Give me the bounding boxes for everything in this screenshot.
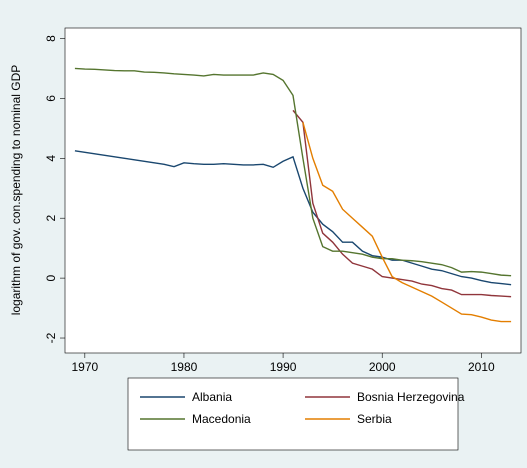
legend-label: Macedonia bbox=[192, 412, 251, 426]
legend-label: Bosnia Herzegovina bbox=[357, 390, 465, 404]
y-tick-label: 8 bbox=[44, 35, 58, 42]
x-tick-label: 2010 bbox=[468, 360, 495, 374]
x-tick-label: 1980 bbox=[171, 360, 198, 374]
y-tick-label: 2 bbox=[44, 215, 58, 222]
series-line bbox=[74, 150, 512, 286]
series-line bbox=[74, 67, 512, 277]
x-tick-label: 2000 bbox=[369, 360, 396, 374]
legend-label: Albania bbox=[192, 390, 232, 404]
y-tick-label: -2 bbox=[44, 332, 58, 343]
series-line bbox=[292, 109, 512, 298]
y-tick-label: 0 bbox=[44, 274, 58, 281]
y-tick-label: 6 bbox=[44, 95, 58, 102]
plot-area bbox=[64, 27, 522, 354]
y-tick-label: 4 bbox=[44, 155, 58, 162]
series-line bbox=[302, 122, 512, 323]
y-axis-label: logarithm of gov. con.spending to nomina… bbox=[9, 65, 23, 316]
x-tick-label: 1990 bbox=[270, 360, 297, 374]
x-tick-label: 1970 bbox=[71, 360, 98, 374]
legend-box bbox=[127, 377, 459, 451]
legend-label: Serbia bbox=[357, 412, 392, 426]
